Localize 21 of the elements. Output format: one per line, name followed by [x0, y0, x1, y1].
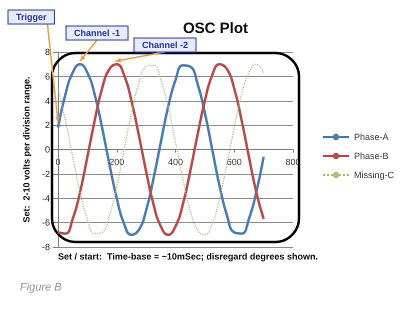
text: Figure B	[20, 282, 62, 294]
y-tick-label: -8	[42, 242, 50, 252]
annotation: Trigger	[16, 12, 47, 22]
legend-label: Phase-A	[354, 132, 389, 142]
annotation: Channel -1	[74, 28, 120, 38]
chart-title: OSC Plot	[183, 20, 248, 37]
x-axis-title: Set / start: Time-base = ~10mSec; disregard degrees shown.	[58, 252, 318, 262]
x-tick-label: 600	[226, 157, 242, 167]
y-tick-label: 6	[44, 71, 50, 82]
y-tick-label: -2	[42, 168, 50, 179]
y-axis-title: Set: 2-10 volts per division range.	[22, 76, 32, 223]
y-tick-label: 2	[44, 120, 50, 130]
x-tick-label: 400	[168, 157, 184, 167]
y-tick-label: 4	[44, 96, 50, 106]
y-tick-label: -4	[42, 193, 50, 204]
y-tick-label: 0	[44, 144, 50, 154]
annotation: Channel -2	[142, 40, 188, 50]
legend-label: Phase-B	[354, 151, 389, 161]
y-tick-label: 8	[44, 47, 50, 57]
legend-label: Missing-C	[354, 170, 394, 180]
y-tick-label: -6	[42, 218, 50, 228]
